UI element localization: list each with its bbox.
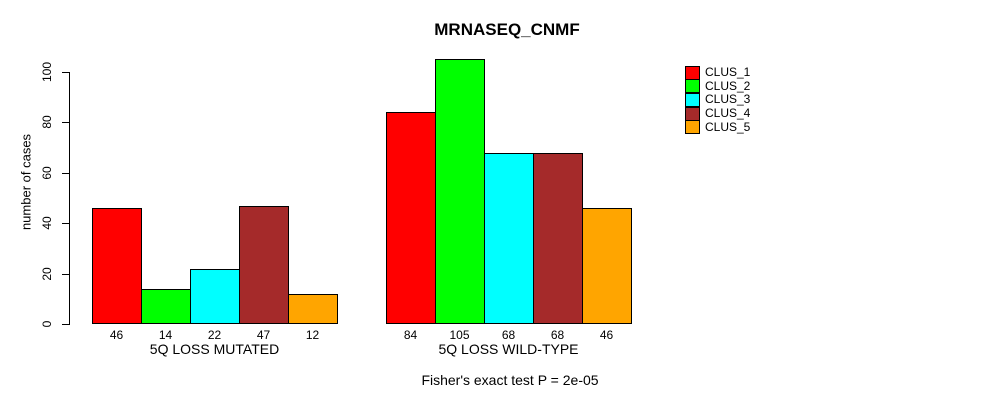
- bar-value-label: 14: [158, 328, 173, 342]
- bar: [533, 152, 583, 324]
- bar: [288, 293, 338, 324]
- y-tick-label: 80: [40, 115, 54, 130]
- y-tick-label: 0: [40, 320, 54, 328]
- y-axis-line: [69, 72, 70, 324]
- legend-label: CLUS_5: [705, 119, 751, 134]
- bar: [582, 208, 632, 324]
- y-tick-label: 60: [40, 166, 54, 180]
- group-label: 5Q LOSS MUTATED: [149, 341, 280, 357]
- legend-label: CLUS_1: [705, 65, 751, 79]
- y-tick: [62, 223, 70, 225]
- y-tick-label: 100: [40, 61, 54, 83]
- legend-swatch: [685, 106, 700, 121]
- bar-value-label: 12: [305, 328, 320, 342]
- group-label: 5Q LOSS WILD-TYPE: [438, 341, 579, 357]
- y-axis-title: number of cases: [18, 133, 34, 231]
- bar-value-label: 47: [256, 328, 271, 342]
- bar: [239, 205, 289, 324]
- legend-item: CLUS_2: [685, 78, 751, 94]
- legend-swatch: [685, 120, 700, 135]
- legend-swatch: [685, 65, 700, 80]
- y-tick: [62, 273, 70, 275]
- y-tick: [62, 122, 70, 124]
- y-tick-label: 40: [40, 216, 54, 230]
- legend-swatch: [685, 92, 700, 107]
- y-tick-label: 20: [40, 266, 54, 281]
- bar-value-label: 46: [599, 328, 614, 342]
- y-tick: [62, 172, 70, 174]
- bar-value-label: 84: [403, 328, 418, 342]
- bar-value-label: 105: [449, 328, 470, 342]
- legend-item: CLUS_3: [685, 92, 751, 107]
- bar: [141, 288, 191, 324]
- legend-swatch: [685, 79, 700, 94]
- bar-value-label: 22: [207, 328, 222, 342]
- y-tick: [62, 72, 70, 73]
- legend-label: CLUS_4: [705, 106, 751, 121]
- bar-value-label: 68: [501, 328, 516, 342]
- legend-label: CLUS_2: [705, 78, 751, 93]
- bar: [92, 208, 142, 324]
- bar: [484, 152, 534, 324]
- bar: [435, 59, 485, 324]
- legend-item: CLUS_5: [685, 119, 751, 135]
- chart-title: MRNASEQ_CNMF: [434, 20, 580, 39]
- bar-value-label: 68: [550, 328, 565, 342]
- legend-item: CLUS_4: [685, 106, 751, 121]
- stat-annotation: Fisher's exact test P = 2e-05: [421, 372, 599, 388]
- y-tick: [62, 324, 70, 325]
- bar-value-label: 46: [109, 328, 124, 342]
- bar: [190, 268, 240, 324]
- legend-item: CLUS_1: [685, 65, 751, 80]
- bar: [386, 112, 436, 324]
- legend-label: CLUS_3: [705, 92, 751, 107]
